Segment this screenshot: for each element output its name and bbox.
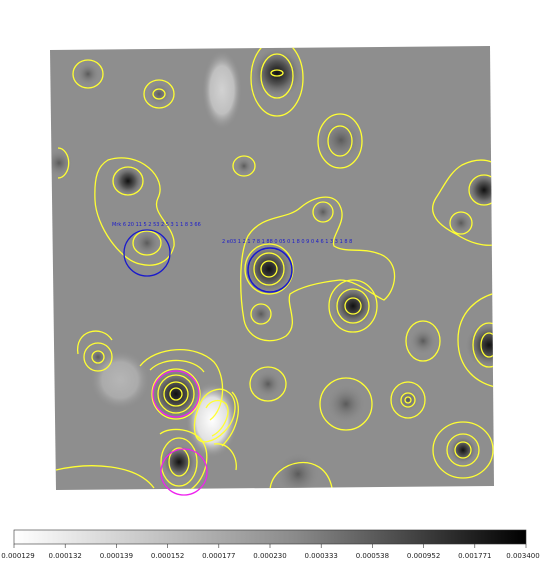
dark-source bbox=[449, 436, 477, 464]
region-circle-magenta[interactable] bbox=[152, 370, 200, 418]
bright-patch bbox=[90, 350, 150, 410]
colorbar-tick-label: 0.003400 bbox=[506, 552, 539, 560]
colorbar-tick-label: 0.000129 bbox=[1, 552, 34, 560]
dark-source bbox=[326, 384, 366, 424]
dark-source bbox=[148, 366, 204, 422]
colorbar-tick-label: 0.000152 bbox=[151, 552, 184, 560]
region-label: Mrk 6 20 11 5 2 53 2 5 3 1 1 8 3 66 bbox=[112, 222, 201, 228]
colorbar-tick-label: 0.000538 bbox=[356, 552, 389, 560]
dark-source bbox=[449, 211, 473, 235]
dark-source bbox=[243, 243, 295, 295]
colorbar-tick-label: 0.001771 bbox=[458, 552, 491, 560]
dark-source bbox=[133, 229, 161, 257]
dark-source bbox=[76, 62, 100, 86]
bright-patch bbox=[202, 50, 242, 130]
colorbar-tick-label: 0.000333 bbox=[304, 552, 337, 560]
dark-source bbox=[112, 165, 144, 197]
dark-source bbox=[251, 47, 303, 99]
region-circle-blue[interactable] bbox=[247, 247, 293, 293]
dark-source bbox=[249, 302, 273, 326]
dark-source bbox=[50, 149, 73, 177]
dark-source bbox=[276, 452, 320, 490]
region-circle-blue[interactable] bbox=[123, 229, 171, 277]
dark-source bbox=[396, 388, 420, 412]
dark-source bbox=[313, 202, 333, 222]
region-label: 2 e03 1 2 1 7 8 1 88 0 05 0 1 8 0 9 0 4 … bbox=[222, 239, 352, 245]
dark-source bbox=[254, 370, 282, 398]
colorbar-tick-label: 0.000952 bbox=[407, 552, 440, 560]
dark-source bbox=[88, 347, 108, 367]
image-sources bbox=[50, 47, 494, 490]
colorbar-tick-label: 0.000177 bbox=[202, 552, 235, 560]
dark-source bbox=[235, 157, 253, 175]
dark-source bbox=[331, 284, 375, 328]
dark-source bbox=[466, 172, 494, 208]
region-circle-magenta[interactable] bbox=[160, 448, 208, 496]
region-layer: Mrk 6 20 11 5 2 53 2 5 3 1 1 8 3 66 2 e0… bbox=[112, 222, 352, 496]
dark-source bbox=[147, 82, 171, 106]
colorbar: 0.000129 0.000132 0.000139 0.000152 0.000177… bbox=[1, 529, 540, 560]
dark-source bbox=[409, 327, 437, 355]
colorbar-tick-label: 0.000230 bbox=[253, 552, 286, 560]
colorbar-gradient bbox=[13, 529, 527, 545]
contour-layer bbox=[55, 46, 494, 490]
dark-source bbox=[319, 118, 363, 162]
colorbar-tick-label: 0.000139 bbox=[100, 552, 133, 560]
dark-source bbox=[465, 321, 494, 369]
colorbar-tick-label: 0.000132 bbox=[48, 552, 81, 560]
